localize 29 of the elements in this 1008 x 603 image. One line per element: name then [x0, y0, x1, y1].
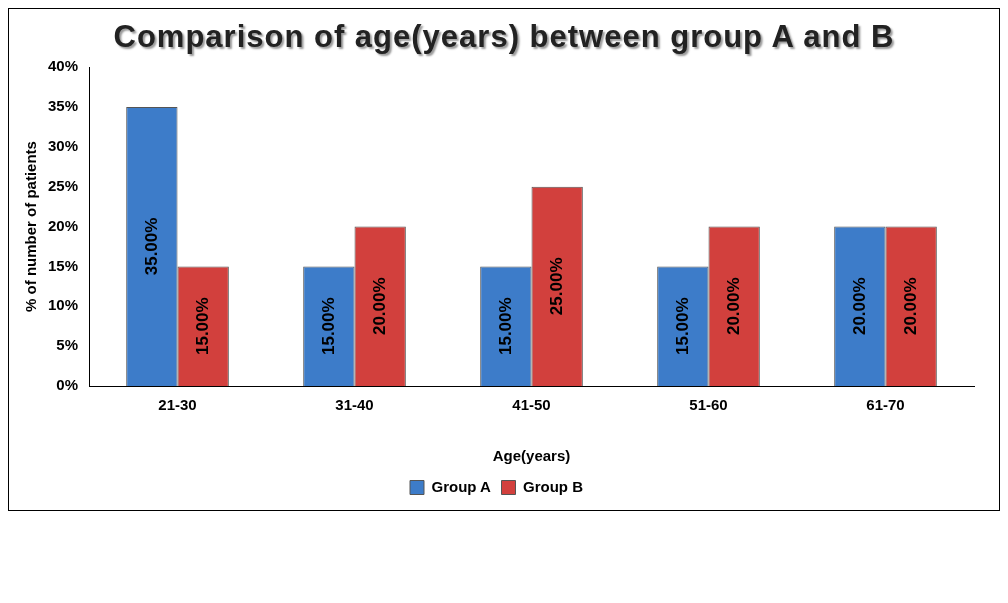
- data-label: 15.00%: [192, 297, 212, 356]
- data-label: 20.00%: [723, 277, 743, 336]
- x-tick-label: 31-40: [335, 396, 374, 414]
- data-label: 15.00%: [318, 297, 338, 356]
- y-tick-label: 10%: [47, 296, 79, 314]
- data-label: 20.00%: [900, 277, 920, 336]
- y-tick-label: 30%: [47, 136, 79, 154]
- y-tick-label: 0%: [56, 376, 79, 394]
- y-tick-label: 40%: [47, 57, 79, 75]
- data-label: 20.00%: [849, 277, 869, 336]
- y-tick-label: 15%: [47, 256, 79, 274]
- y-tick-label: 35%: [47, 97, 79, 115]
- legend-label: Group A: [431, 477, 492, 495]
- x-axis-title: Age(years): [492, 447, 571, 465]
- chart-title: Comparison of age(years) between group A and B: [112, 19, 896, 55]
- x-tick-label: 61-70: [866, 396, 905, 414]
- y-axis-title: % of number of patients: [22, 141, 40, 312]
- y-tick-label: 5%: [56, 336, 79, 354]
- y-tick-label: 25%: [47, 176, 79, 194]
- legend-label: Group B: [523, 477, 584, 495]
- x-tick-label: 41-50: [512, 396, 551, 414]
- x-tick-label: 51-60: [689, 396, 728, 414]
- y-tick-label: 20%: [47, 216, 79, 234]
- data-label: 15.00%: [495, 297, 515, 356]
- data-label: 20.00%: [369, 277, 389, 336]
- data-label: 35.00%: [141, 217, 161, 276]
- x-tick-label: 21-30: [158, 396, 197, 414]
- data-label: 15.00%: [672, 297, 692, 356]
- data-label: 25.00%: [546, 257, 566, 316]
